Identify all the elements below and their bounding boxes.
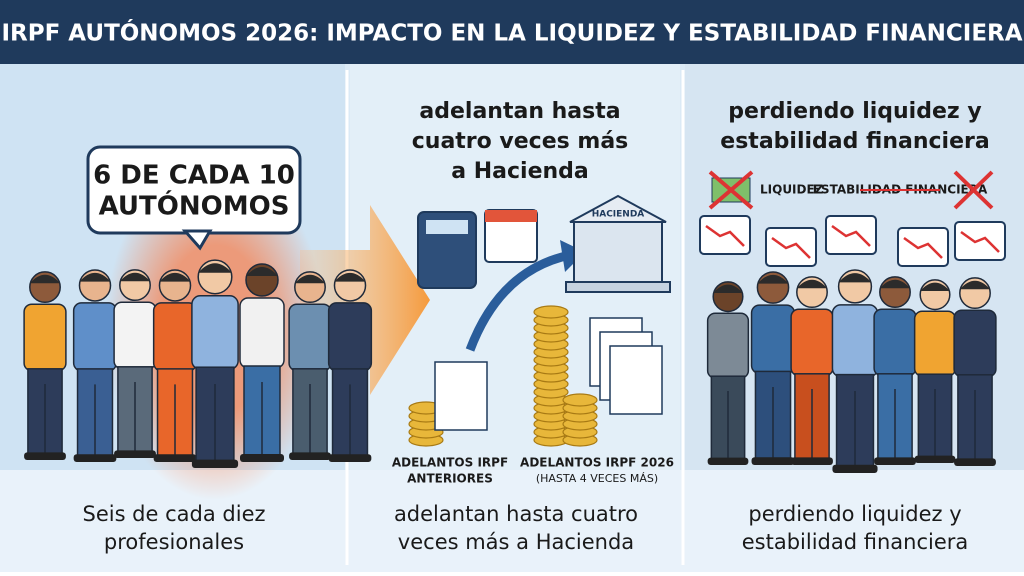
falling-line [705, 224, 745, 247]
shoes [153, 454, 197, 462]
torso [23, 303, 67, 372]
money-icon [711, 177, 751, 203]
caption: adelantan hasta cuatro [394, 502, 638, 526]
hair [713, 284, 743, 293]
torso [706, 312, 750, 379]
hair [159, 272, 191, 282]
shoes [954, 458, 996, 466]
torso [327, 302, 373, 372]
stack-label: ANTERIORES [407, 472, 493, 486]
hair [79, 272, 111, 282]
hair [879, 279, 911, 289]
torso [288, 303, 332, 372]
torso [953, 309, 997, 378]
coin [533, 305, 569, 319]
shoes [114, 450, 156, 458]
header-bar [0, 0, 1024, 64]
bubble-text: 6 DE CADA 10 [93, 161, 295, 191]
people-group [706, 269, 997, 473]
falling-line [903, 236, 943, 259]
building [573, 221, 663, 283]
shoes [914, 455, 956, 463]
panel-heading: estabilidad financiera [720, 129, 989, 154]
panel-heading: a Hacienda [451, 159, 589, 184]
shoes [289, 452, 331, 460]
shoes [240, 454, 284, 462]
torso [113, 301, 157, 370]
hair [838, 273, 872, 283]
screens [699, 215, 1006, 267]
torso [873, 308, 917, 377]
caption: veces más a Hacienda [398, 530, 634, 554]
cross [953, 170, 994, 210]
hair [198, 263, 232, 273]
shoes [832, 464, 878, 473]
coins [408, 305, 663, 447]
falling-line [831, 224, 871, 247]
caption: Seis de cada diez [82, 502, 265, 526]
caption: estabilidad financiera [742, 530, 969, 554]
hair [246, 267, 278, 276]
falling-line [960, 230, 1000, 253]
shoes [751, 457, 795, 465]
shoes [874, 457, 916, 465]
stack-label: ADELANTOS IRPF 2026 [520, 456, 674, 470]
people-group [23, 259, 373, 468]
calculator-screen [426, 220, 468, 234]
hair [920, 282, 950, 291]
document [609, 345, 663, 415]
shoes [328, 454, 372, 462]
hair [796, 279, 828, 289]
torso [831, 304, 879, 378]
building-base [565, 281, 671, 293]
shoes [73, 454, 117, 462]
cross [708, 170, 754, 210]
torso [750, 304, 796, 375]
panel-heading: adelantan hasta [419, 99, 620, 124]
shoes [791, 457, 833, 465]
hair [757, 274, 789, 284]
caption-band [0, 470, 1024, 572]
document [434, 361, 488, 431]
hair [959, 280, 991, 290]
torso [790, 308, 834, 377]
panel-heading: perdiendo liquidez y [728, 99, 981, 124]
torso [72, 302, 118, 372]
torso [191, 295, 239, 371]
caption: perdiendo liquidez y [748, 502, 961, 526]
arrow-head [560, 240, 585, 272]
hair [294, 274, 326, 284]
torso [239, 297, 285, 369]
bubble-tail [181, 229, 213, 251]
panel-heading: cuatro veces más [412, 129, 629, 154]
header-title: IRPF AUTÓNOMOS 2026: IMPACTO EN LA LIQUI… [1, 19, 1022, 47]
growth-arrow [465, 250, 571, 352]
hair [29, 274, 61, 284]
coin [562, 393, 598, 407]
torso [152, 302, 198, 372]
building-label: HACIENDA [592, 210, 645, 220]
shoes [24, 452, 66, 460]
bubble-text: AUTÓNOMOS [99, 190, 290, 222]
shoes [191, 459, 239, 468]
hair [119, 272, 151, 282]
stack-label: (HASTA 4 VECES MÁS) [536, 472, 658, 485]
stack-label: ADELANTOS IRPF [392, 456, 508, 470]
falling-line [771, 236, 811, 259]
calendar-top [485, 210, 537, 222]
hair [334, 272, 366, 282]
shoes [707, 457, 749, 465]
caption: profesionales [104, 530, 244, 554]
torso [913, 310, 957, 377]
icon-label: LIQUIDEZ [760, 183, 824, 197]
